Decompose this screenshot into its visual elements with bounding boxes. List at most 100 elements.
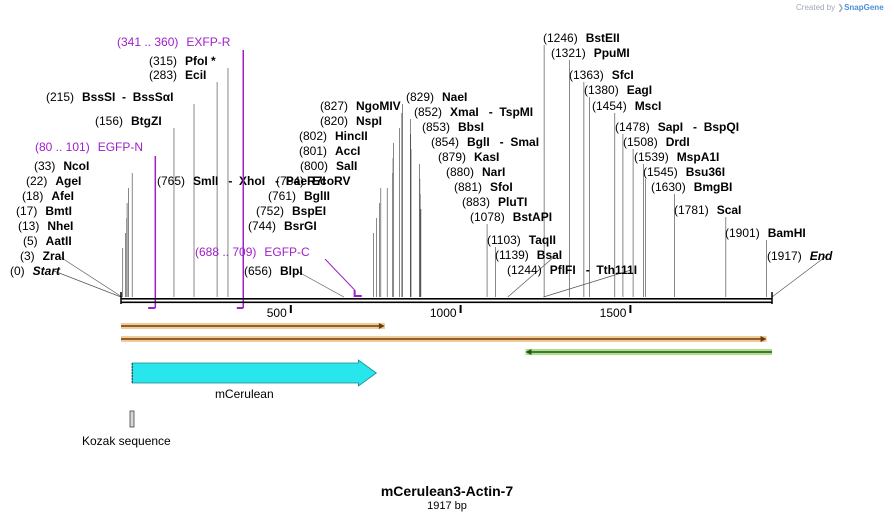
site-label: (829) NaeI — [406, 90, 467, 104]
feature-kozak-sequence: Kozak sequence — [82, 410, 171, 448]
site-bsai: (1139) BsaI — [495, 248, 562, 262]
site-position: (5) — [23, 234, 38, 248]
site-name: NcoI — [63, 159, 89, 173]
site-label: (744) BsrGI — [248, 219, 317, 233]
site-position: (3) — [20, 249, 35, 263]
site-label: (1321) PpuMI — [551, 46, 630, 60]
primer-range: (80 .. 101) — [35, 140, 90, 154]
site-label: (820) NspI — [320, 114, 382, 128]
site-sapi-bspqi: (1478) SapI - BspQI — [615, 120, 739, 134]
site-label: (1630) BmgBI — [651, 180, 732, 194]
site-drdi: (1508) DrdI — [623, 135, 690, 149]
site-name: BstAPI — [513, 210, 552, 224]
site-label: (3) ZraI — [20, 249, 65, 263]
site-sfoi: (881) SfoI — [454, 180, 513, 194]
site-label: (879) KasI — [438, 150, 499, 164]
credit-brand: SnapGene — [844, 3, 884, 12]
site-agei: (22) AgeI — [26, 174, 81, 188]
site-aatii: (5) AatII — [23, 234, 72, 248]
site-name: NspI — [356, 114, 382, 128]
site-label: (215) BssSI - BssSαI — [46, 90, 173, 104]
site-position: (1901) — [725, 226, 760, 240]
site-label: (800) SalI — [300, 159, 357, 173]
site-name: SfcI — [612, 68, 634, 82]
site-label: (1244) PflFI - Tth111I — [507, 263, 637, 277]
primer-egfp-n: (80 .. 101) EGFP-N — [35, 140, 157, 309]
site-name: MscI — [635, 99, 662, 113]
site-position: (1139) — [495, 248, 529, 262]
site-pfoi: (315) PfoI * — [149, 54, 216, 68]
map-length: 1917 bp — [427, 500, 467, 512]
site-taqii: (1103) TaqII — [487, 233, 556, 247]
backbone-bottom-strand — [121, 301, 772, 304]
site-position: (784) — [276, 174, 304, 188]
site-position: (1363) — [569, 68, 604, 82]
site-bsu36i: (1545) Bsu36I — [643, 165, 725, 179]
site-position: (829) — [406, 90, 434, 104]
site-name: SfoI — [490, 180, 513, 194]
site-ppumi: (1321) PpuMI — [551, 46, 630, 60]
orf-arrowhead — [378, 323, 385, 329]
site-name: SmlI - XhoI - PaeR7I — [193, 174, 326, 188]
site-position: (854) — [431, 135, 459, 149]
credit-prefix: Created by — [796, 3, 836, 12]
site-name: BglII — [304, 189, 330, 203]
primer-label: (341 .. 360) EXFP-R — [117, 35, 231, 49]
site-label: (656) BlpI — [244, 264, 303, 278]
site-ngomiv: (827) NgoMIV — [320, 99, 401, 113]
site-name: AatII — [46, 234, 72, 248]
site-mspa1i: (1539) MspA1I — [634, 150, 719, 164]
orf-arrowhead — [525, 349, 532, 355]
primer-stem — [324, 258, 356, 291]
site-name: SalI — [336, 159, 357, 173]
site-connector — [543, 269, 632, 298]
site-connector — [771, 255, 827, 298]
site-position: (744) — [248, 219, 276, 233]
site-label: (5) AatII — [23, 234, 72, 248]
site-position: (752) — [256, 204, 284, 218]
features: mCerulean Kozak sequence — [82, 359, 378, 448]
site-label: (315) PfoI * — [149, 54, 216, 68]
site-name: Start — [33, 264, 61, 278]
site-name: PflFI - Tth111I — [550, 263, 637, 277]
site-position: (1539) — [634, 150, 669, 164]
site-position: (1630) — [651, 180, 686, 194]
site-label: (283) EciI — [149, 68, 206, 82]
site-position: (802) — [299, 129, 327, 143]
site-pluti: (883) PluTI — [462, 195, 527, 209]
site-position: (156) — [95, 114, 123, 128]
site-pflfi-tth111i: (1244) PflFI - Tth111I — [507, 263, 637, 277]
site-sali: (800) SalI — [300, 159, 357, 173]
snapgene-logo-icon: ❯ — [837, 3, 845, 12]
site-position: (1478) — [615, 120, 650, 134]
site-position: (853) — [422, 120, 450, 134]
site-name: End — [810, 249, 833, 263]
site-label: (880) NarI — [446, 165, 505, 179]
site-label: (752) BspEI — [256, 204, 326, 218]
site-label: (852) XmaI - TspMI — [414, 105, 533, 119]
site-position: (315) — [149, 54, 177, 68]
feature-box — [129, 410, 135, 428]
site-name: PpuMI — [594, 46, 630, 60]
site-label: (761) BglII — [268, 189, 330, 203]
feature-label: mCerulean — [215, 387, 274, 401]
site-bsssi-bsss-i: (215) BssSI - BssSαI — [46, 90, 173, 104]
site-label: (784) EcoRV — [276, 174, 350, 188]
primer-label: (688 .. 709) EGFP-C — [195, 245, 310, 259]
site-position: (0) — [10, 264, 25, 278]
site-position: (883) — [462, 195, 490, 209]
site-position: (13) — [18, 219, 39, 233]
site-nspi: (820) NspI — [320, 114, 382, 128]
site-name: KasI — [474, 150, 499, 164]
site-connector — [507, 254, 557, 298]
site-label: (1139) BsaI — [495, 248, 562, 262]
site-name: DrdI — [666, 135, 690, 149]
site-name: Bsu36I — [686, 165, 725, 179]
site-position: (1246) — [543, 31, 578, 45]
site-name: BmtI — [45, 204, 72, 218]
site-bstapi: (1078) BstAPI — [470, 210, 552, 224]
site-position: (1103) — [487, 233, 521, 247]
site-connector — [296, 270, 344, 298]
snapgene-credit: Created by ❯SnapGene — [796, 3, 884, 12]
site-name: AfeI — [51, 189, 74, 203]
